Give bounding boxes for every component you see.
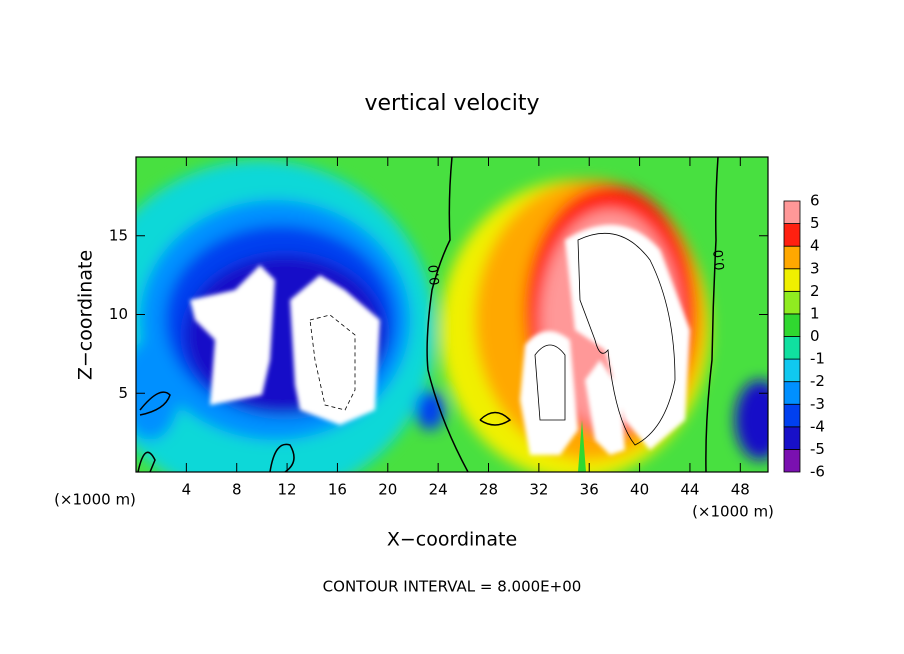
x-tick-label: 16 bbox=[328, 481, 347, 499]
colorbar-label: 0 bbox=[810, 327, 820, 345]
chart-title: vertical velocity bbox=[364, 91, 539, 116]
colorbar-box bbox=[783, 268, 801, 292]
colorbar-box bbox=[783, 426, 801, 450]
x-tick-label: 36 bbox=[580, 481, 599, 499]
colorbar-box bbox=[783, 290, 801, 315]
x-tick-label: 4 bbox=[182, 481, 192, 499]
x-tick-label: 24 bbox=[429, 481, 448, 499]
x-tick-label: 44 bbox=[680, 481, 699, 499]
contour-field bbox=[136, 157, 768, 472]
colorbar-label: -2 bbox=[810, 372, 825, 390]
colorbar-label: 5 bbox=[810, 214, 820, 232]
contour-label: 0.0 bbox=[712, 249, 729, 271]
y-tick-label: 15 bbox=[109, 226, 128, 244]
x-tick-label: 12 bbox=[278, 481, 297, 499]
colorbar-box bbox=[783, 200, 801, 224]
contour-label: 0.0 bbox=[427, 264, 444, 286]
y-tick-label: 5 bbox=[118, 384, 128, 402]
colorbar-box bbox=[783, 313, 801, 337]
x-tick-label: 32 bbox=[529, 481, 548, 499]
y-tick-label: 10 bbox=[109, 305, 128, 323]
x-tick-label: 28 bbox=[479, 481, 498, 499]
colorbar-box bbox=[783, 403, 801, 428]
colorbar-label: -3 bbox=[810, 395, 825, 413]
x-axis-label: X−coordinate bbox=[387, 529, 517, 551]
x-tick-label: 20 bbox=[378, 481, 397, 499]
footer-note: CONTOUR INTERVAL = 8.000E+00 bbox=[323, 578, 582, 596]
colorbar-label: 3 bbox=[810, 259, 820, 277]
colorbar-label: 4 bbox=[810, 237, 820, 255]
colorbar-label: 6 bbox=[810, 192, 820, 210]
colorbar-label: 2 bbox=[810, 282, 820, 300]
colorbar-box bbox=[783, 223, 801, 247]
colorbar-label: -5 bbox=[810, 440, 825, 458]
y-axis-label: Z−coordinate bbox=[75, 250, 97, 380]
colorbar-label: -4 bbox=[810, 417, 825, 435]
x-tick-label: 40 bbox=[630, 481, 649, 499]
colorbar-label: -6 bbox=[810, 463, 825, 481]
colorbar-label: 1 bbox=[810, 304, 820, 322]
colorbar-box bbox=[783, 449, 801, 473]
x-unit-label: (×1000 m) bbox=[54, 491, 136, 509]
colorbar-label: -1 bbox=[810, 350, 825, 368]
colorbar-box bbox=[783, 245, 801, 270]
colorbar-box bbox=[783, 358, 801, 383]
x-tick-label: 8 bbox=[232, 481, 242, 499]
colorbar-box bbox=[783, 381, 801, 405]
colorbar-box bbox=[783, 336, 801, 360]
x-tick-label: 48 bbox=[731, 481, 750, 499]
x-unit-label: (×1000 m) bbox=[692, 503, 774, 521]
